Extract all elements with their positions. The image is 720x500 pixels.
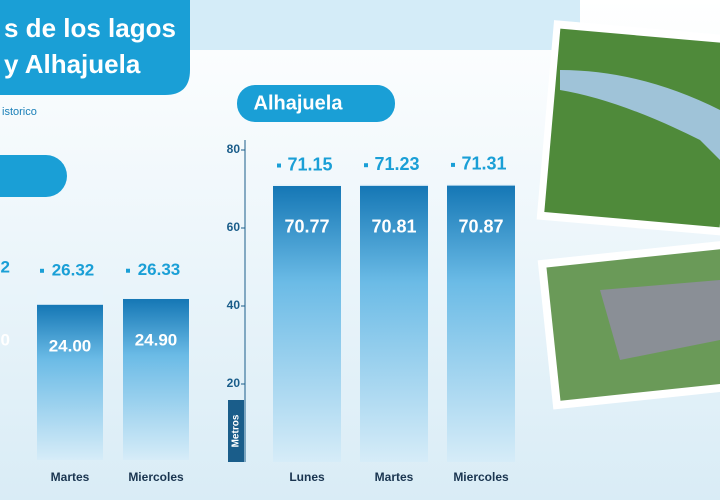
chart-pill	[0, 155, 67, 197]
top-value-label: 71.31	[461, 154, 506, 174]
water-value-label: 24.00	[49, 336, 92, 355]
title-banner	[0, 0, 190, 95]
y-label-box	[228, 400, 244, 462]
chart-pill	[237, 85, 395, 122]
water-level	[360, 185, 428, 462]
water-level	[447, 185, 515, 462]
value-bullet	[277, 163, 281, 168]
top-value-label: 71.23	[374, 154, 419, 174]
value-bullet	[364, 163, 368, 168]
y-tick-label: 20	[227, 376, 241, 390]
cropped-label: 0	[1, 330, 10, 349]
water-value-label: 70.81	[371, 217, 416, 237]
chart-title: Alhajuela	[254, 92, 344, 114]
y-tick-label: 40	[227, 298, 241, 312]
top-value-label: 71.15	[287, 154, 332, 174]
category-label: Miercoles	[128, 470, 184, 484]
water-level	[273, 185, 341, 462]
photo	[537, 240, 720, 410]
category-label: Lunes	[289, 470, 325, 484]
top-value-label: 26.32	[52, 260, 95, 279]
cropped-label: 2	[1, 257, 10, 276]
y-axis-label: Metros	[231, 414, 242, 447]
water-level	[37, 304, 103, 460]
water-value-label: 70.87	[458, 216, 503, 236]
subtitle: istorico	[2, 106, 37, 118]
value-bullet	[451, 162, 455, 167]
top-value-label: 26.33	[138, 260, 181, 279]
category-label: Martes	[51, 470, 90, 484]
value-bullet	[40, 268, 44, 273]
y-tick-label: 80	[227, 142, 241, 156]
y-tick-label: 60	[227, 220, 241, 234]
title-line: y Alhajuela	[4, 49, 141, 79]
category-label: Miercoles	[453, 470, 509, 484]
category-label: Martes	[375, 470, 414, 484]
title-line: s de los lagos	[4, 13, 176, 43]
value-bullet	[126, 268, 130, 273]
water-level	[123, 298, 189, 460]
photo	[536, 20, 720, 236]
water-value-label: 70.77	[284, 217, 329, 237]
water-value-label: 24.90	[135, 330, 178, 349]
